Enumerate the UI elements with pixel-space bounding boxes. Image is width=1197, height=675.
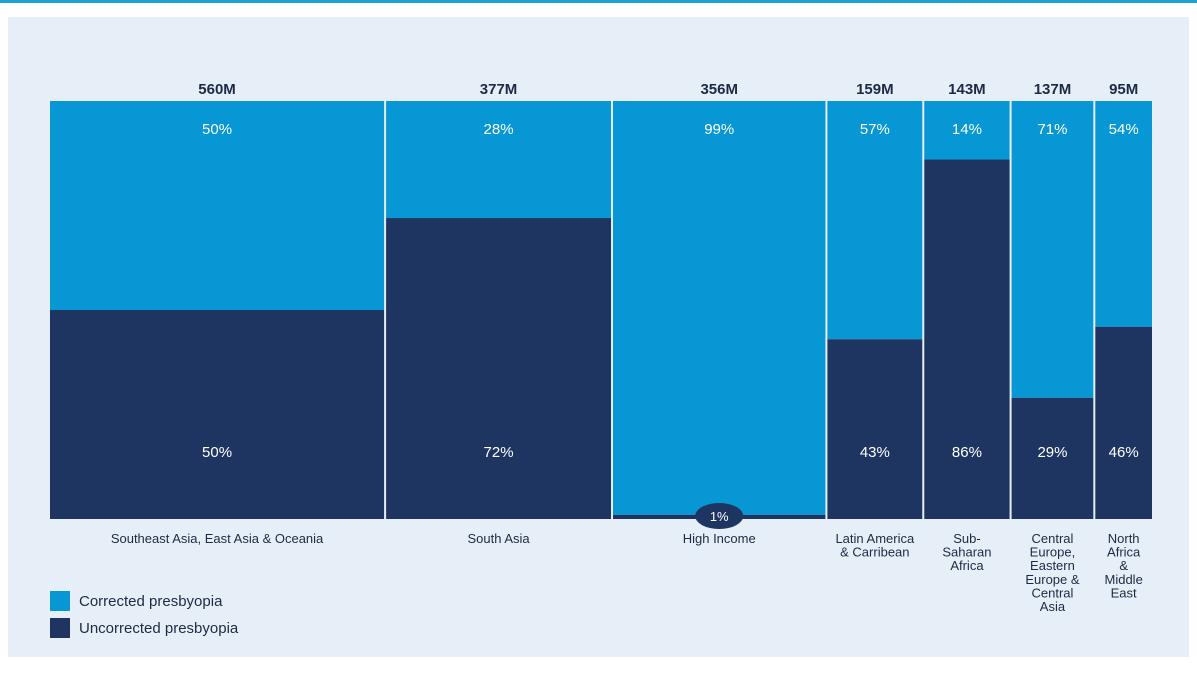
bar-corrected-3 (613, 101, 826, 515)
category-label-6-line-4: Europe & (1025, 572, 1080, 587)
corrected-pct-label-2: 28% (484, 121, 514, 138)
legend-swatch-uncorrected (50, 618, 70, 638)
corrected-pct-label-5: 14% (952, 121, 982, 138)
category-label-7-line-3: & (1119, 558, 1128, 573)
category-label-6-line-6: Asia (1040, 599, 1066, 614)
legend-swatch-corrected (50, 591, 70, 611)
category-label-6-line-5: Central (1031, 585, 1073, 600)
total-label-1: 560M (198, 81, 236, 98)
uncorrected-pct-label-7: 46% (1109, 444, 1139, 461)
category-label-5-line-2: Saharan (942, 545, 991, 560)
uncorrected-pct-label-3: 1% (710, 509, 729, 524)
corrected-pct-label-4: 57% (860, 121, 890, 138)
bar-corrected-7 (1095, 101, 1152, 327)
chart-legend: Corrected presbyopia Uncorrected presbyo… (50, 590, 238, 644)
category-label-5-line-1: Sub- (953, 531, 980, 546)
category-label-6-line-3: Eastern (1030, 558, 1075, 573)
category-label-3-line-1: High Income (683, 531, 756, 546)
total-label-5: 143M (948, 81, 986, 98)
chart-panel: 560M 50% 50% Southeast Asia, East Asia & Oc… (8, 17, 1189, 657)
category-label-7-line-5: East (1111, 585, 1137, 600)
bar-corrected-5 (924, 101, 1010, 160)
bar-uncorrected-7 (1095, 326, 1152, 519)
category-label-4-line-2: & Carribean (840, 545, 909, 560)
category-label-7-line-2: Africa (1107, 545, 1141, 560)
category-label-6-line-1: Central (1031, 531, 1073, 546)
bar-corrected-1 (50, 101, 385, 310)
bar-uncorrected-6 (1011, 397, 1094, 519)
category-label-1-line-1: Southeast Asia, East Asia & Oceania (111, 531, 324, 546)
uncorrected-pct-label-2: 72% (484, 444, 514, 461)
legend-label-corrected: Corrected presbyopia (79, 592, 223, 610)
bar-uncorrected-1 (50, 310, 385, 519)
uncorrected-pct-label-1: 50% (202, 444, 232, 461)
category-label-2-line-1: South Asia (467, 531, 530, 546)
total-label-6: 137M (1034, 81, 1072, 98)
corrected-pct-label-7: 54% (1109, 121, 1139, 138)
category-label-4-line-1: Latin America (835, 531, 915, 546)
uncorrected-callout-3 (695, 503, 744, 529)
total-label-3: 356M (700, 81, 738, 98)
corrected-pct-label-6: 71% (1037, 121, 1067, 138)
bar-corrected-2 (386, 101, 612, 219)
uncorrected-pct-label-6: 29% (1037, 444, 1067, 461)
uncorrected-pct-label-4: 43% (860, 444, 890, 461)
corrected-pct-label-3: 99% (704, 121, 734, 138)
legend-label-uncorrected: Uncorrected presbyopia (79, 619, 239, 637)
total-label-2: 377M (480, 81, 518, 98)
top-accent-rule (0, 0, 1197, 3)
bar-uncorrected-2 (386, 218, 612, 520)
mekko-chart: 560M 50% 50% Southeast Asia, East Asia & Oc… (50, 81, 1152, 614)
legend-item-corrected: Corrected presbyopia (50, 590, 238, 612)
legend-item-uncorrected: Uncorrected presbyopia (50, 617, 238, 639)
category-label-5-line-3: Africa (950, 558, 984, 573)
bar-corrected-6 (1011, 101, 1094, 398)
category-label-6-line-2: Europe, (1030, 545, 1076, 560)
category-label-7-line-1: North (1108, 531, 1140, 546)
total-label-7: 95M (1109, 81, 1138, 98)
total-label-4: 159M (856, 81, 894, 98)
bar-uncorrected-4 (827, 339, 923, 519)
category-label-7-line-4: Middle (1105, 572, 1143, 587)
corrected-pct-label-1: 50% (202, 121, 232, 138)
bar-uncorrected-5 (924, 159, 1010, 519)
bar-corrected-4 (827, 101, 923, 340)
uncorrected-pct-label-5: 86% (952, 444, 982, 461)
